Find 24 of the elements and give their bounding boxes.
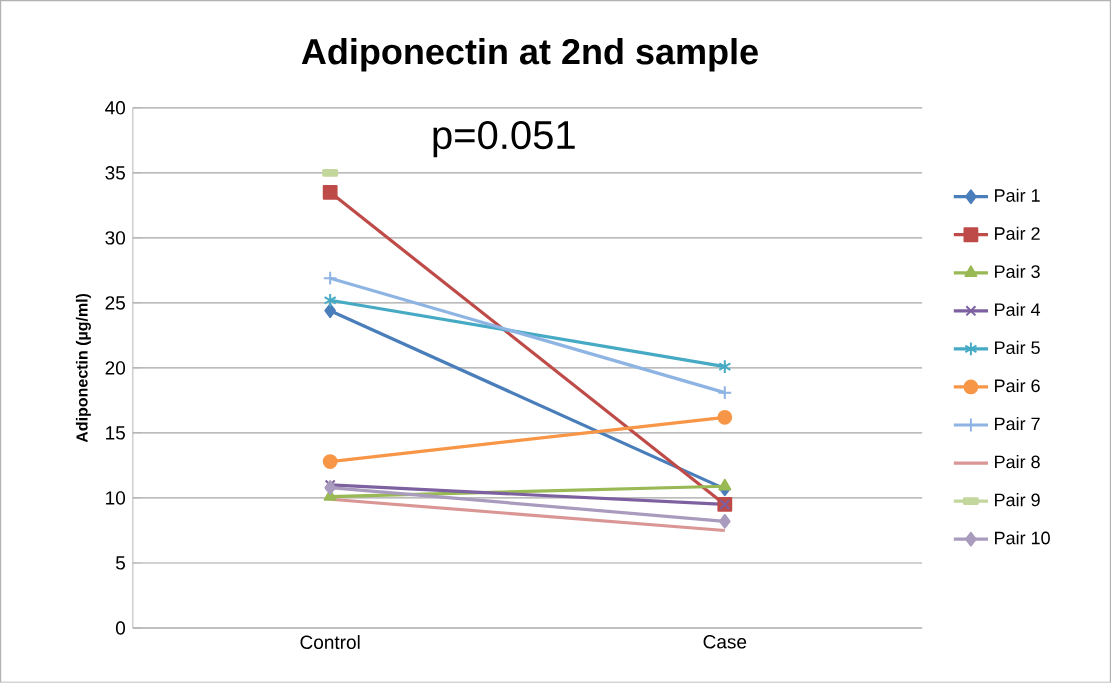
y-tick-label: 30 — [105, 231, 126, 245]
y-axis-title: Adiponectin (µg/ml) — [75, 293, 91, 443]
x-tick-label: Control — [300, 635, 360, 650]
legend-label: Pair 6 — [995, 378, 1040, 393]
legend-label: Pair 3 — [995, 264, 1040, 279]
y-tick-label: 10 — [106, 491, 126, 505]
chart-title: Adiponectin at 2nd sample — [301, 38, 758, 72]
y-tick-label: 5 — [115, 556, 125, 570]
legend-label: Pair 1 — [995, 188, 1040, 202]
legend-label: Pair 9 — [995, 493, 1040, 507]
y-tick-label: 40 — [105, 101, 126, 115]
x-tick-label: Case — [703, 635, 747, 649]
y-tick-label: 20 — [105, 361, 126, 375]
legend-label: Pair 5 — [995, 340, 1040, 355]
y-tick-label: 0 — [115, 621, 126, 635]
legend-label: Pair 2 — [995, 226, 1040, 241]
legend-label: Pair 7 — [995, 417, 1040, 431]
y-tick-label: 15 — [106, 426, 125, 440]
legend-label: Pair 8 — [995, 455, 1040, 469]
y-tick-label: 35 — [105, 166, 125, 180]
legend-label: Pair 4 — [995, 302, 1041, 317]
legend-label: Pair 10 — [995, 531, 1050, 545]
y-tick-label: 25 — [105, 296, 125, 310]
annotation: p=0.051 — [433, 121, 575, 158]
